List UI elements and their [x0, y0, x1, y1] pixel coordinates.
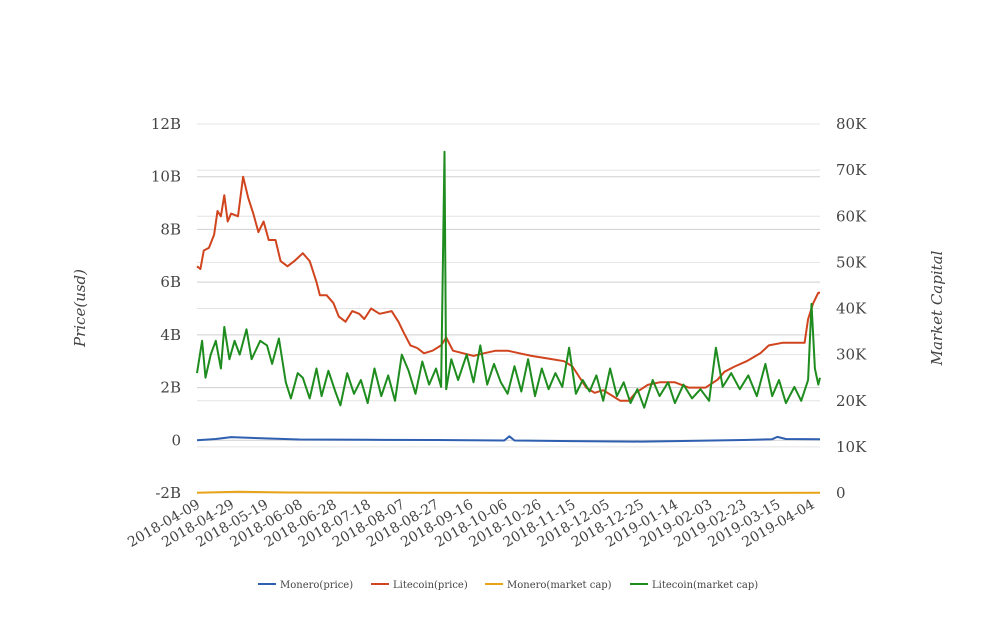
right-tick-label: 10K	[836, 438, 867, 456]
axes: Price(usd) Market Capital 12B 10B 8B 6B 4B 2B…	[71, 115, 946, 551]
left-tick-label: -2B	[155, 484, 181, 502]
left-tick-label: 4B	[160, 326, 181, 344]
left-tick-label: 2B	[160, 379, 181, 397]
left-tick-label: 8B	[160, 220, 181, 238]
right-tick-label: 80K	[836, 115, 867, 133]
right-tick-label: 0	[836, 484, 846, 502]
right-tick-label: 50K	[836, 253, 867, 271]
right-tick-label: 60K	[836, 207, 867, 225]
left-tick-label: 0	[171, 431, 181, 449]
series-line-litecoin-price	[196, 175, 820, 402]
series-line-monero-market-cap	[196, 490, 821, 494]
right-tick-label: 30K	[836, 346, 867, 364]
series-lines	[196, 150, 821, 494]
right-tick-label: 40K	[836, 300, 867, 318]
left-tick-label: 10B	[151, 168, 181, 186]
legend-label: Monero(price)	[280, 580, 353, 591]
legend-label: Litecoin(market cap)	[652, 580, 758, 591]
series-line-monero-price	[196, 435, 821, 443]
series-line-litecoin-market-cap	[196, 150, 821, 409]
left-tick-label: 6B	[160, 273, 181, 291]
right-axis-title: Market Capital	[928, 250, 946, 366]
right-tick-label: 70K	[836, 161, 867, 179]
right-tick-label: 20K	[836, 392, 867, 410]
legend-label: Litecoin(price)	[393, 580, 468, 591]
legend: Monero(price) Litecoin(price) Monero(marke…	[258, 580, 758, 591]
left-axis-title: Price(usd)	[71, 269, 89, 348]
left-tick-label: 12B	[151, 115, 181, 133]
legend-label: Monero(market cap)	[507, 580, 612, 591]
